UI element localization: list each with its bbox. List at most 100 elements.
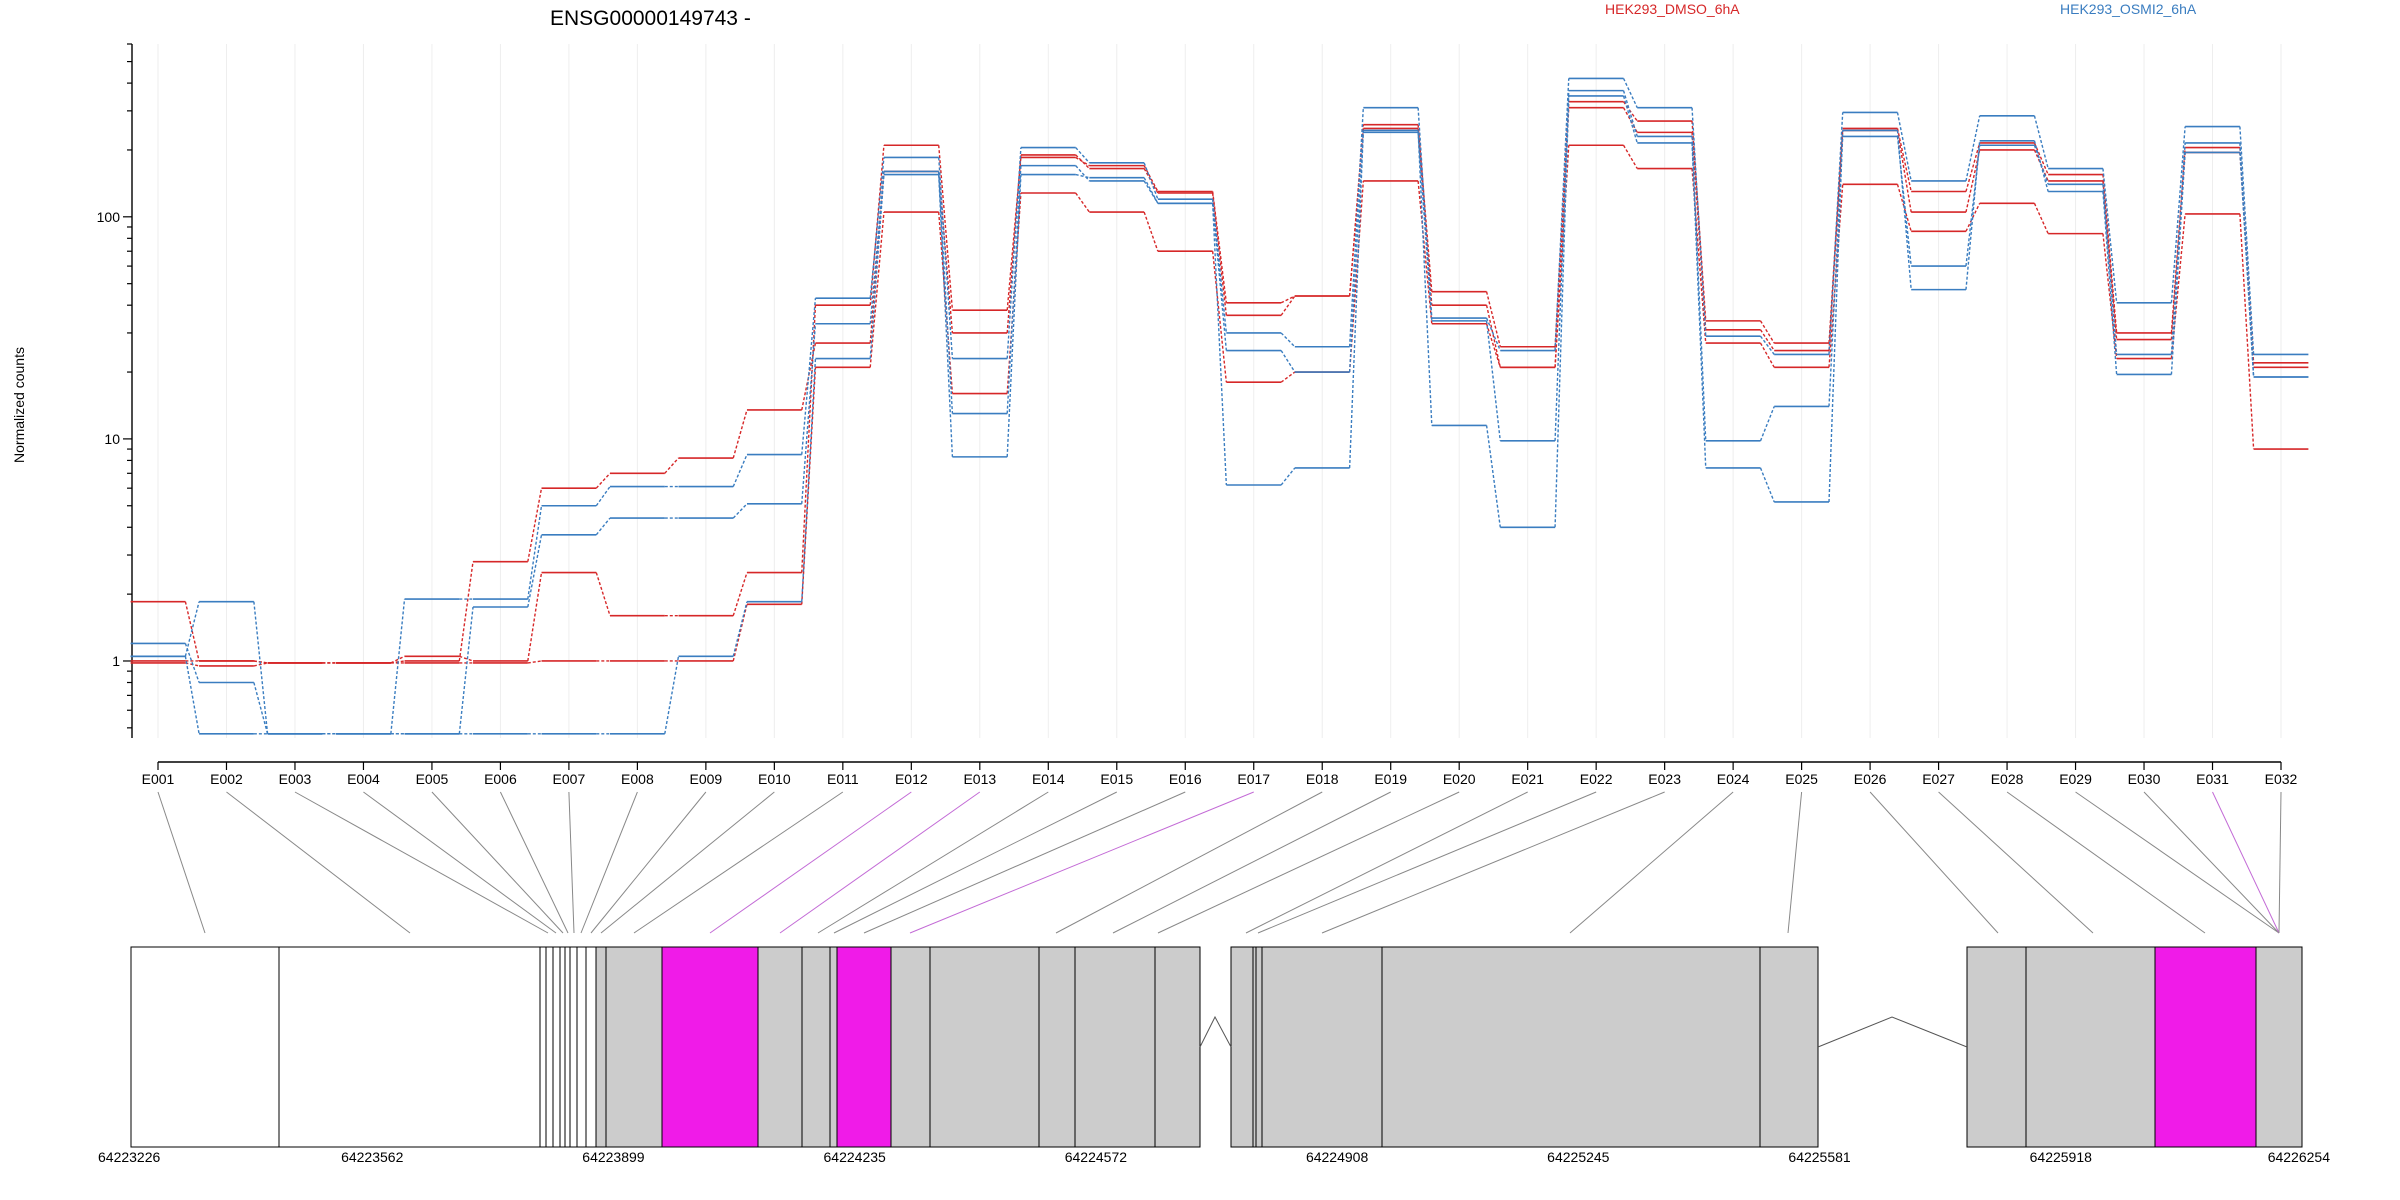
series-transition	[1691, 120, 1707, 321]
series-transition	[1417, 124, 1433, 292]
series-transition	[2170, 213, 2186, 359]
series-transition	[1006, 147, 1022, 359]
exon-connector	[863, 791, 1186, 934]
x-tick-label: E010	[758, 771, 791, 787]
series-transition	[869, 157, 885, 299]
series-transition	[1485, 317, 1501, 351]
series-transition	[2239, 152, 2255, 378]
x-tick-label: E021	[1511, 771, 1544, 787]
x-tick-label: E013	[963, 771, 996, 787]
y-tick-label: 100	[97, 209, 121, 225]
series-transition	[1280, 295, 1296, 316]
exon-block	[1038, 946, 1076, 1148]
series-transition	[1075, 147, 1090, 164]
exon-connector	[1869, 791, 1999, 934]
series-transition	[1143, 162, 1159, 200]
series-transition	[253, 601, 269, 734]
exon-connector	[817, 791, 1049, 934]
intron-line	[1817, 1016, 1968, 1048]
series-6	[130, 95, 2309, 735]
intron-line	[1199, 1015, 1232, 1048]
series-transition	[184, 656, 200, 734]
series-transition	[2102, 191, 2118, 375]
series-transition	[1554, 90, 1570, 441]
series-transition	[458, 561, 474, 662]
series-transition	[1417, 128, 1433, 306]
exon-connector	[590, 791, 707, 934]
coordinate-label: 64223226	[98, 1149, 161, 1165]
exon-connector	[833, 791, 1117, 934]
exon-connector	[226, 791, 411, 934]
x-tick-label: E004	[347, 771, 380, 787]
exon-connector	[1257, 791, 1597, 934]
coordinate-label: 64225918	[2030, 1149, 2093, 1165]
exon-connector	[294, 791, 549, 934]
series-transition	[732, 601, 748, 657]
x-tick-label: E003	[279, 771, 312, 787]
exon-block	[1154, 946, 1201, 1148]
series-transition	[732, 454, 748, 487]
x-tick-label: E031	[2196, 771, 2229, 787]
series-transition	[2170, 147, 2186, 333]
legend-label-osmi2: HEK293_OSMI2_6hA	[2060, 1, 2197, 17]
x-tick-label: E029	[2059, 771, 2092, 787]
exon-connector	[709, 791, 912, 934]
exon-connector	[2278, 791, 2282, 934]
series-transition	[2102, 168, 2118, 303]
series-transition	[1622, 78, 1638, 108]
series-transition	[1280, 350, 1296, 373]
series-transition	[1417, 132, 1433, 321]
coordinate-label: 64224235	[824, 1149, 887, 1165]
series-transition	[458, 606, 474, 734]
y-axis-label: Normalized counts	[11, 347, 27, 463]
series-transition	[1485, 305, 1501, 368]
series-transition	[1691, 136, 1707, 441]
series-transition	[184, 601, 200, 657]
series-transition	[1006, 165, 1022, 414]
exon-block	[829, 946, 838, 1148]
x-tick-label: E002	[210, 771, 243, 787]
series-transition	[1896, 184, 1912, 232]
x-tick-label: E008	[621, 771, 654, 787]
exon-block	[278, 946, 541, 1148]
exon-connector	[909, 791, 1254, 934]
exon-block	[757, 946, 803, 1148]
series-transition	[527, 488, 543, 562]
series-transition	[1211, 192, 1228, 316]
coordinate-label: 64224908	[1306, 1149, 1369, 1165]
series-transition	[1828, 130, 1844, 502]
series-transition	[1348, 130, 1365, 468]
x-tick-label: E024	[1717, 771, 1750, 787]
exon-block	[545, 946, 554, 1148]
grid-lines	[157, 44, 2282, 738]
exon-connector	[363, 791, 557, 934]
exon-block	[2154, 946, 2257, 1148]
exon-block	[569, 946, 578, 1148]
exon-block	[564, 946, 571, 1148]
series-transition	[527, 572, 543, 662]
exon-block	[1966, 946, 2027, 1148]
coordinate-label: 64223899	[582, 1149, 645, 1165]
series-transition	[1554, 78, 1570, 351]
series-3	[130, 144, 2309, 667]
series-transition	[1075, 192, 1090, 213]
series-transition	[1896, 128, 1912, 192]
series-transition	[2102, 180, 2118, 340]
exon-connector	[633, 791, 844, 934]
x-tick-label: E001	[142, 771, 175, 787]
series-transition	[664, 457, 679, 474]
series-transition	[1485, 425, 1501, 528]
series-transition	[732, 503, 748, 519]
series-transition	[1211, 199, 1228, 334]
series-transition	[1965, 115, 1981, 182]
series-transition	[1280, 295, 1296, 304]
exon-connector	[157, 791, 206, 934]
exon-block	[576, 946, 587, 1148]
series-transition	[1896, 112, 1912, 182]
exon-block	[539, 946, 547, 1148]
x-tick-label: E012	[895, 771, 928, 787]
coordinate-label: 64226254	[2268, 1149, 2331, 1165]
exon-connector	[1112, 791, 1391, 934]
series-transition	[664, 656, 680, 734]
